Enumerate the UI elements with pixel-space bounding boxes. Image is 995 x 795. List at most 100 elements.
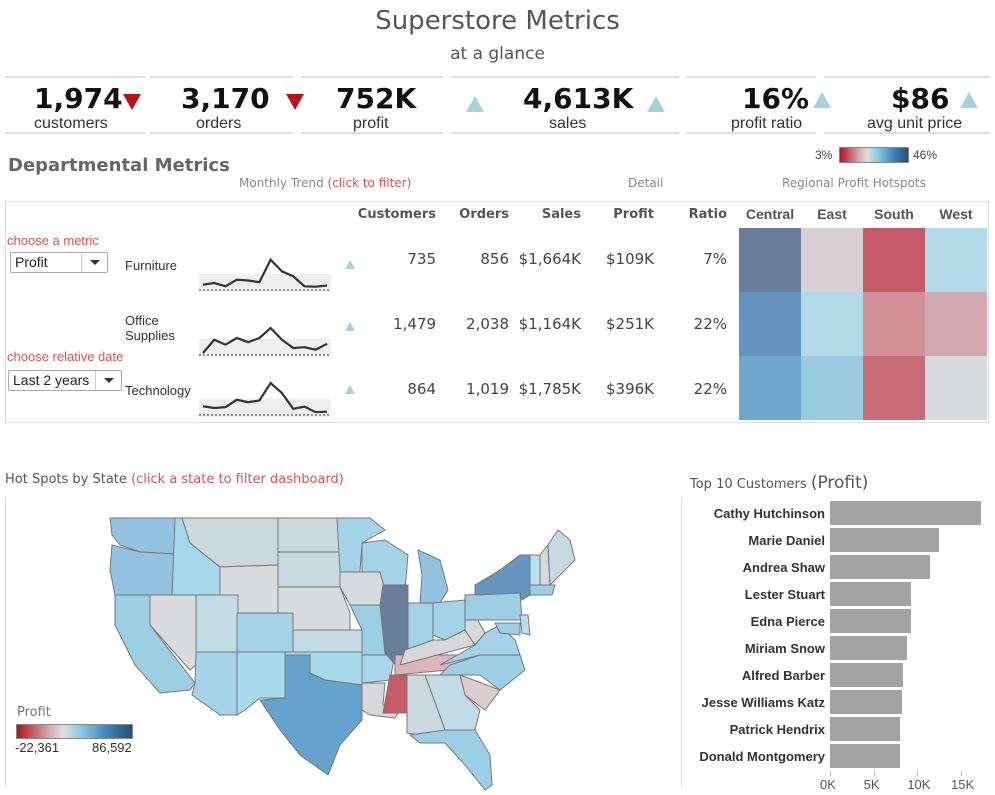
- heat-cell-south[interactable]: [863, 292, 925, 356]
- monthly-trend-hint: (click to filter): [327, 176, 412, 190]
- top-customers-title: Top 10 Customers: [690, 477, 807, 492]
- heat-cell-south[interactable]: [863, 228, 925, 292]
- bar[interactable]: [830, 609, 911, 633]
- axis-tick-label: 10K: [907, 777, 931, 792]
- cell-orders: 2,038: [466, 315, 509, 333]
- region-header-central: Central: [745, 206, 795, 222]
- metric-select[interactable]: Profit: [10, 252, 108, 273]
- page-title: Superstore Metrics: [375, 6, 620, 36]
- bar[interactable]: [830, 528, 939, 552]
- category-office-supplies[interactable]: Office Supplies: [125, 313, 175, 343]
- bar[interactable]: [830, 690, 902, 714]
- monthly-trend-sparklines[interactable]: [195, 250, 335, 420]
- kpi-value: $86: [891, 82, 950, 115]
- bar-label: Patrick Hendrix: [729, 722, 825, 737]
- top-customers-header: Top 10 Customers (Profit): [690, 473, 868, 493]
- ratio-legend-min: 3%: [815, 148, 833, 162]
- kpi-value: 3,170: [181, 82, 270, 115]
- heat-cell-south[interactable]: [863, 356, 925, 420]
- top-customers-metric: (Profit): [810, 473, 869, 493]
- kpi-value: 16%: [742, 82, 810, 115]
- map-legend-bar: [16, 724, 133, 739]
- sparkline-office-supplies[interactable]: [202, 326, 328, 354]
- heat-cell-central[interactable]: [739, 228, 801, 292]
- bar-label: Donald Montgomery: [699, 749, 825, 764]
- cell-customers: 735: [407, 250, 436, 268]
- col-header-customers: Customers: [357, 207, 436, 222]
- axis-tick: [830, 771, 831, 776]
- bar[interactable]: [830, 663, 903, 687]
- axis-tick-label: 15K: [951, 777, 975, 792]
- cell-customers: 864: [407, 380, 436, 398]
- heat-cell-east[interactable]: [801, 228, 863, 292]
- heat-cell-west[interactable]: [925, 356, 987, 420]
- cell-profit: $109K: [605, 250, 654, 268]
- ratio-legend-bar: [839, 147, 909, 163]
- choose-date-label: choose relative date: [7, 349, 124, 364]
- region-header-west: West: [939, 206, 973, 222]
- regional-heatmap[interactable]: [739, 228, 987, 421]
- bar[interactable]: [830, 744, 900, 768]
- col-header-sales: Sales: [541, 207, 581, 222]
- heat-cell-central[interactable]: [739, 356, 801, 420]
- metric-select-value: Profit: [15, 254, 48, 270]
- cell-customers: 1,479: [393, 315, 436, 333]
- trend-up-icon: [466, 96, 484, 112]
- kpi-label: profit ratio: [731, 115, 803, 132]
- axis-tick-label: 0K: [820, 777, 836, 792]
- bar-label: Cathy Hutchinson: [713, 506, 825, 521]
- bar[interactable]: [830, 582, 911, 606]
- state-nc: [438, 654, 526, 691]
- monthly-trend-label: Monthly Trend: [239, 176, 324, 190]
- map-title: Hot Spots by State: [5, 472, 127, 487]
- bar[interactable]: [830, 717, 900, 741]
- state-nv: [149, 594, 197, 671]
- kpi-profit: 752K profit: [301, 76, 443, 134]
- axis-tick: [917, 771, 919, 776]
- heat-cell-central[interactable]: [739, 292, 801, 356]
- map-hint: (click a state to filter dashboard): [131, 472, 344, 487]
- cell-profit: $251K: [605, 315, 654, 333]
- cell-sales: $1,664K: [518, 250, 581, 268]
- category-technology[interactable]: Technology: [125, 383, 191, 398]
- us-state-map[interactable]: [100, 515, 580, 795]
- map-legend-max: 86,592: [92, 740, 132, 755]
- bar[interactable]: [830, 555, 930, 579]
- monthly-trend-header: Monthly Trend (click to filter): [239, 176, 411, 190]
- state-vt: [529, 554, 541, 586]
- heat-cell-east[interactable]: [801, 356, 863, 420]
- bar-label: Jesse Williams Katz: [701, 695, 825, 710]
- chevron-down-icon[interactable]: [95, 371, 121, 390]
- bar-label: Lester Stuart: [744, 587, 825, 602]
- kpi-sales: 4,613K sales: [451, 76, 679, 134]
- heat-cell-west[interactable]: [925, 292, 987, 356]
- trend-down-icon: [123, 94, 141, 110]
- bar-label: Alfred Barber: [741, 668, 825, 683]
- kpi-orders: 3,170 orders: [150, 76, 304, 134]
- bar[interactable]: [830, 636, 907, 660]
- relative-date-select[interactable]: Last 2 years: [8, 370, 122, 391]
- cell-profit: $396K: [605, 380, 654, 398]
- cell-ratio: 22%: [693, 315, 727, 333]
- category-furniture[interactable]: Furniture: [125, 258, 178, 273]
- kpi-label: avg unit price: [867, 115, 963, 132]
- chevron-down-icon[interactable]: [81, 253, 107, 272]
- kpi-value: 752K: [336, 82, 417, 115]
- state-pa: [464, 592, 523, 621]
- bar[interactable]: [830, 501, 981, 525]
- detail-header: Detail: [628, 176, 664, 190]
- cell-ratio: 22%: [693, 380, 727, 398]
- state-sd: [277, 551, 341, 588]
- kpi-value: 4,613K: [523, 82, 634, 115]
- sparkline-furniture[interactable]: [202, 257, 328, 288]
- axis-tick-label: 5K: [863, 777, 880, 792]
- kpi-label: profit: [353, 115, 389, 132]
- state-ny: [474, 554, 531, 601]
- state-ma: [529, 584, 556, 596]
- bar-label: Edna Pierce: [750, 614, 825, 629]
- state-nj: [519, 614, 531, 636]
- heat-cell-east[interactable]: [801, 292, 863, 356]
- heat-cell-west[interactable]: [925, 228, 987, 292]
- hotspots-header: Regional Profit Hotspots: [782, 176, 926, 190]
- sparkline-technology[interactable]: [202, 381, 328, 414]
